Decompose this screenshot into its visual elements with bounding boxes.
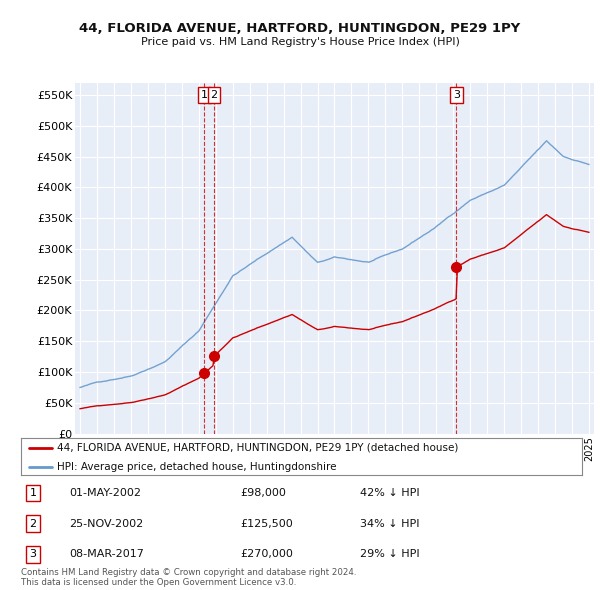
Text: 42% ↓ HPI: 42% ↓ HPI <box>360 488 419 498</box>
Text: 1: 1 <box>201 90 208 100</box>
Text: Price paid vs. HM Land Registry's House Price Index (HPI): Price paid vs. HM Land Registry's House … <box>140 37 460 47</box>
Text: 3: 3 <box>453 90 460 100</box>
Text: £98,000: £98,000 <box>240 488 286 498</box>
Text: 3: 3 <box>29 549 37 559</box>
Text: £125,500: £125,500 <box>240 519 293 529</box>
Text: 2: 2 <box>29 519 37 529</box>
Text: 2: 2 <box>211 90 218 100</box>
Text: 25-NOV-2002: 25-NOV-2002 <box>69 519 143 529</box>
Text: Contains HM Land Registry data © Crown copyright and database right 2024.
This d: Contains HM Land Registry data © Crown c… <box>21 568 356 587</box>
Text: HPI: Average price, detached house, Huntingdonshire: HPI: Average price, detached house, Hunt… <box>58 462 337 472</box>
Text: 29% ↓ HPI: 29% ↓ HPI <box>360 549 419 559</box>
Text: 44, FLORIDA AVENUE, HARTFORD, HUNTINGDON, PE29 1PY (detached house): 44, FLORIDA AVENUE, HARTFORD, HUNTINGDON… <box>58 442 459 453</box>
Text: 44, FLORIDA AVENUE, HARTFORD, HUNTINGDON, PE29 1PY: 44, FLORIDA AVENUE, HARTFORD, HUNTINGDON… <box>79 22 521 35</box>
Text: 01-MAY-2002: 01-MAY-2002 <box>69 488 141 498</box>
Text: 34% ↓ HPI: 34% ↓ HPI <box>360 519 419 529</box>
Text: 1: 1 <box>29 488 37 498</box>
Text: £270,000: £270,000 <box>240 549 293 559</box>
Text: 08-MAR-2017: 08-MAR-2017 <box>69 549 144 559</box>
